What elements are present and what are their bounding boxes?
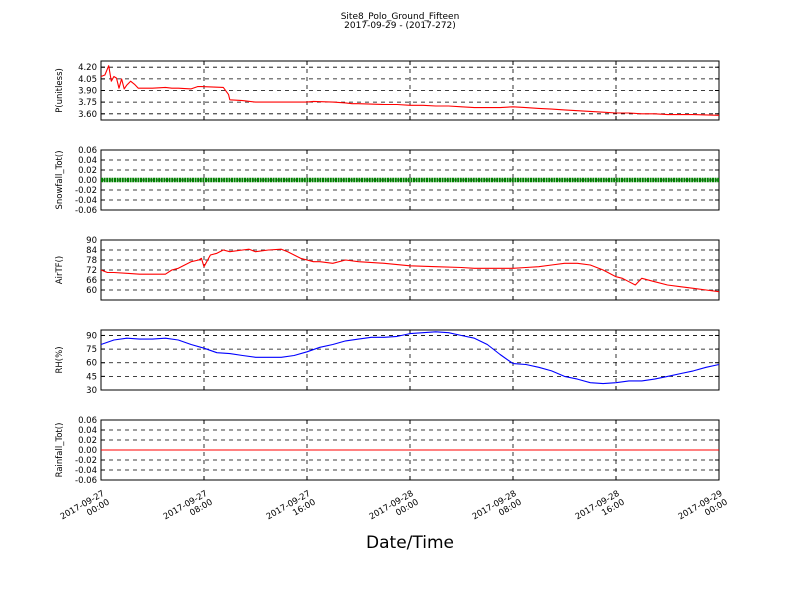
x-tick-label: 2017-09-2808:00 — [471, 489, 524, 531]
y-tick-label: 4.20 — [78, 63, 97, 73]
y-tick-label: -0.02 — [75, 186, 97, 196]
y-tick-label: 66 — [86, 276, 97, 286]
y-tick-label: 90 — [86, 331, 97, 341]
y-axis-label: P(unitless) — [55, 68, 65, 113]
y-tick-label: 3.75 — [78, 98, 97, 108]
y-tick-label: 4.05 — [78, 75, 97, 85]
y-tick-label: -0.06 — [75, 476, 97, 486]
y-tick-label: 72 — [86, 266, 97, 276]
y-tick-label: -0.02 — [75, 456, 97, 466]
y-tick-label: 84 — [86, 246, 97, 256]
y-tick-label: 75 — [86, 345, 97, 355]
rh-panel: 90 75 60 45 30 RH(%) — [55, 329, 720, 396]
p-panel: 4.20 4.05 3.903.75 3.60 P(unitless) — [55, 60, 720, 121]
y-tick-label: 30 — [86, 386, 97, 396]
chart-title: Site8_Polo_Ground_Fifteen — [340, 12, 460, 22]
y-tick-label: -0.06 — [75, 206, 97, 216]
y-tick-label: 3.60 — [78, 110, 97, 120]
y-axis-label: Snowfall_Tot() — [55, 150, 65, 209]
y-tick-label: 0.06 — [78, 146, 97, 156]
x-tick-label: 2017-09-2900:00 — [677, 489, 730, 531]
y-axis-label: RH(%) — [55, 346, 65, 373]
y-tick-label: 0.04 — [78, 426, 97, 436]
y-axis-label: Rainfall_Tot() — [55, 423, 65, 478]
y-tick-label: 0.06 — [78, 416, 97, 426]
y-axis-label: AirTF() — [55, 256, 65, 284]
x-axis-title: Date/Time — [366, 533, 454, 553]
y-tick-label: 3.90 — [78, 87, 97, 97]
y-tick-label: 90 — [86, 236, 97, 246]
x-tick-label: 2017-09-2800:00 — [368, 489, 421, 531]
y-tick-label: 45 — [86, 372, 97, 382]
chart-subtitle: 2017-09-29 - (2017-272) — [344, 21, 456, 31]
y-tick-label: -0.04 — [75, 466, 97, 476]
y-tick-label: 60 — [86, 286, 97, 296]
x-tick-label: 2017-09-2700:00 — [59, 489, 112, 531]
rainfall-panel: 0.060.040.020.00-0.02-0.04-0.06 Rainfall_… — [55, 416, 720, 486]
y-tick-label: 0.00 — [78, 176, 97, 186]
y-tick-label: 60 — [86, 359, 97, 369]
series-line — [100, 248, 720, 293]
y-tick-label: 78 — [86, 256, 97, 266]
snowfall-panel: 0.060.040.020.00-0.02-0.04-0.06 Snowfall_… — [55, 146, 720, 216]
x-tick-label: 2017-09-2708:00 — [162, 489, 215, 531]
y-tick-label: -0.04 — [75, 196, 97, 206]
x-tick-label: 2017-09-2716:00 — [265, 489, 318, 531]
x-tick-label: 2017-09-2816:00 — [574, 489, 627, 531]
series-line — [100, 65, 720, 116]
y-tick-label: 0.02 — [78, 166, 97, 176]
y-tick-label: 0.02 — [78, 436, 97, 446]
y-tick-label: 0.00 — [78, 446, 97, 456]
series-line — [100, 331, 720, 385]
y-tick-label: 0.04 — [78, 156, 97, 166]
